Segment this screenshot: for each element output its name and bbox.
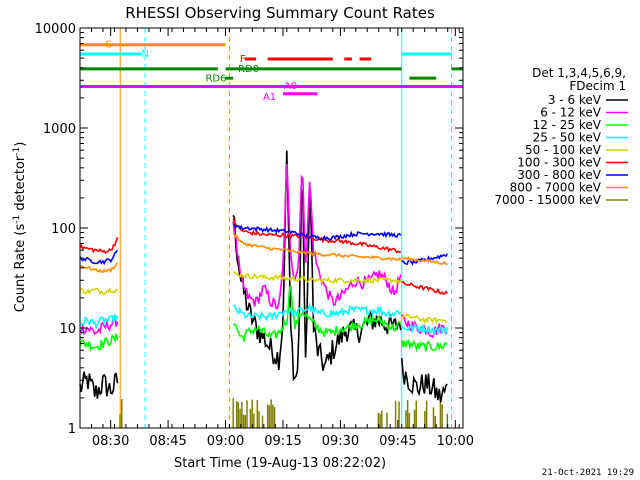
series-line-0-seg-0 [79,371,119,399]
series-line-6-seg-0 [79,249,119,266]
x-tick-label: 10:00 [437,434,474,449]
legend-label-8: 7000 - 15000 keV [494,193,601,207]
chart-title: RHESSI Observing Summary Count Rates [125,4,435,22]
x-tick-label: 09:15 [264,434,301,449]
flag-label-n: N [141,49,148,60]
flag-label-a0: A0 [284,81,297,92]
series-lines [79,150,449,403]
series-line-1-seg-1 [232,163,402,310]
series-line-0-seg-2 [400,358,448,403]
series-line-3-seg-1 [233,301,402,322]
legend-label-3: 25 - 50 keV [533,131,602,145]
legend-header-detectors: Det 1,3,4,5,6,9, [532,66,626,80]
x-tick-label: 09:45 [379,434,416,449]
x-tick-label: 09:00 [207,434,244,449]
legend-label-5: 100 - 300 keV [517,156,601,170]
legend-label-1: 6 - 12 keV [540,106,602,120]
series-line-4-seg-2 [401,313,448,325]
flag-label-rd6: RD6 [205,73,226,84]
series-line-1-seg-0 [79,314,119,336]
series-line-4-seg-1 [233,271,402,285]
y-tick-label: 1 [68,422,76,437]
x-tick-label: 08:45 [149,434,186,449]
series-line-5-seg-1 [232,218,402,254]
date-stamp: 21-Oct-2021 19:29 [542,468,634,478]
series-line-2-seg-2 [400,339,448,353]
series-line-3-seg-0 [79,314,119,330]
series-line-5-seg-2 [401,280,448,296]
y-tick-label: 10000 [35,22,76,37]
legend-label-2: 12 - 25 keV [533,118,602,132]
series-line-6-seg-1 [232,223,402,241]
series-line-7-seg-1 [232,232,402,261]
series-line-3-seg-2 [401,322,449,337]
x-tick-label: 08:30 [92,434,129,449]
flag-label-f: F [240,54,246,65]
series-line-2-seg-1 [232,285,402,344]
legend-label-0: 3 - 6 keV [548,93,602,107]
vertical-markers [119,28,453,428]
y-tick-label: 1000 [43,122,76,137]
legend-label-4: 50 - 100 keV [525,143,602,157]
flag-label-rd0: RD0 [238,64,259,75]
flag-label-a1: A1 [263,92,276,103]
legend-header-fdecim: FDecim 1 [569,79,626,93]
axes: 1 10 100 1000 10000 08:30 08:45 09:00 09:15 09:30… [35,22,474,449]
flag-label-s: S [106,39,112,50]
y-axis-label: Count Rate (s-1 detector-1) [12,142,28,313]
series-line-5-seg-0 [79,237,119,255]
legend-label-7: 800 - 7000 keV [510,181,602,195]
y-tick-label: 10 [59,322,76,337]
x-axis-label: Start Time (19-Aug-13 08:22:02) [174,456,386,471]
legend-label-6: 300 - 800 keV [517,168,601,182]
y-tick-label: 100 [51,222,76,237]
series-line-7-seg-0 [79,262,119,274]
series-line-2-seg-0 [79,333,119,352]
x-tick-label: 09:30 [322,434,359,449]
series-line-7-seg-2 [401,255,448,266]
series-line-4-seg-0 [79,287,118,296]
